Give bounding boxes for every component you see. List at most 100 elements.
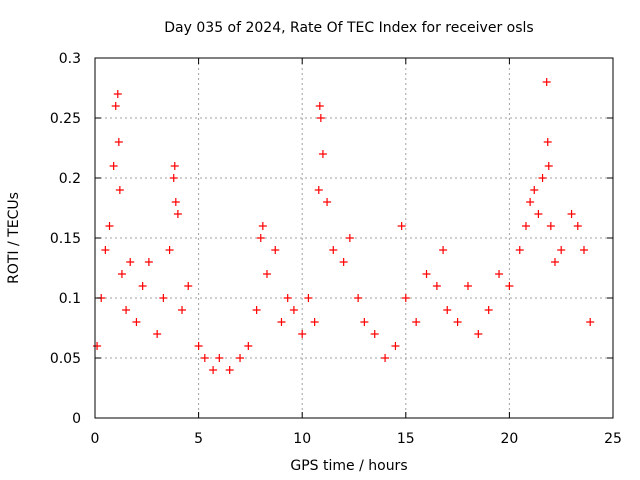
data-point [586, 318, 595, 326]
data-point [277, 318, 286, 326]
data-point [126, 258, 135, 266]
y-tick-label: 0 [72, 411, 81, 427]
data-point [339, 258, 348, 266]
data-point [225, 366, 234, 374]
data-point [579, 246, 588, 254]
data-point [542, 78, 551, 86]
data-point [144, 258, 153, 266]
data-point [178, 306, 187, 314]
data-point [543, 138, 552, 146]
data-point [109, 162, 118, 170]
data-point [209, 366, 218, 374]
data-point [557, 246, 566, 254]
data-point [105, 222, 114, 230]
data-point [236, 354, 245, 362]
data-point [169, 174, 178, 182]
x-tick-label: 20 [500, 431, 518, 447]
data-point [318, 150, 327, 158]
data-point [165, 246, 174, 254]
chart-title: Day 035 of 2024, Rate Of TEC Index for r… [164, 20, 533, 36]
data-point [256, 234, 265, 242]
y-tick-label: 0.05 [50, 351, 81, 367]
data-point [215, 354, 224, 362]
y-tick-label: 0.15 [50, 231, 81, 247]
data-point [505, 282, 514, 290]
data-point [115, 186, 124, 194]
data-point [439, 246, 448, 254]
data-point [298, 330, 307, 338]
data-point [546, 222, 555, 230]
data-point [122, 306, 131, 314]
data-point [573, 222, 582, 230]
data-point [314, 186, 323, 194]
data-point [397, 222, 406, 230]
data-point [159, 294, 168, 302]
data-point [289, 306, 298, 314]
data-point [200, 354, 209, 362]
axis-ticks: 0 5 10 15 20 25 0 0.05 0.1 0.15 0.2 0.25 0.3 [50, 51, 622, 447]
y-tick-label: 0.25 [50, 111, 81, 127]
data-point [422, 270, 431, 278]
y-tick-label: 0.1 [59, 291, 81, 307]
x-tick-label: 5 [194, 431, 203, 447]
data-point [113, 90, 122, 98]
data-point [304, 294, 313, 302]
x-tick-label: 15 [397, 431, 415, 447]
data-point [262, 270, 271, 278]
data-point [484, 306, 493, 314]
data-point [401, 294, 410, 302]
data-point [381, 354, 390, 362]
data-point [252, 306, 261, 314]
data-point [315, 102, 324, 110]
y-tick-label: 0.2 [59, 171, 81, 187]
data-point [111, 102, 120, 110]
x-axis-label: GPS time / hours [290, 458, 407, 474]
x-tick-label: 10 [293, 431, 311, 447]
data-point [244, 342, 253, 350]
data-point [412, 318, 421, 326]
data-point [93, 342, 102, 350]
data-point [194, 342, 203, 350]
data-point [132, 318, 141, 326]
data-point [153, 330, 162, 338]
y-tick-label: 0.3 [59, 51, 81, 67]
data-point [550, 258, 559, 266]
data-point [370, 330, 379, 338]
data-point [258, 222, 267, 230]
data-point [316, 114, 325, 122]
data-point [534, 210, 543, 218]
data-point [432, 282, 441, 290]
x-tick-label: 0 [91, 431, 100, 447]
data-point [391, 342, 400, 350]
data-point [184, 282, 193, 290]
data-point [526, 198, 535, 206]
data-point [474, 330, 483, 338]
data-point [515, 246, 524, 254]
data-point [310, 318, 319, 326]
data-point [538, 174, 547, 182]
data-point [567, 210, 576, 218]
data-point [329, 246, 338, 254]
data-point [171, 198, 180, 206]
data-point [173, 210, 182, 218]
data-point [463, 282, 472, 290]
data-point [360, 318, 369, 326]
data-point [495, 270, 504, 278]
data-point [544, 162, 553, 170]
data-point [443, 306, 452, 314]
data-point [521, 222, 530, 230]
data-point [530, 186, 539, 194]
x-tick-label: 25 [604, 431, 622, 447]
data-point [345, 234, 354, 242]
data-point [170, 162, 179, 170]
data-point [354, 294, 363, 302]
grid-lines [95, 58, 613, 418]
data-point [101, 246, 110, 254]
data-point [114, 138, 123, 146]
data-points [93, 78, 595, 374]
data-point [323, 198, 332, 206]
data-point [283, 294, 292, 302]
data-point [453, 318, 462, 326]
y-axis-label: ROTI / TECUs [6, 192, 22, 284]
